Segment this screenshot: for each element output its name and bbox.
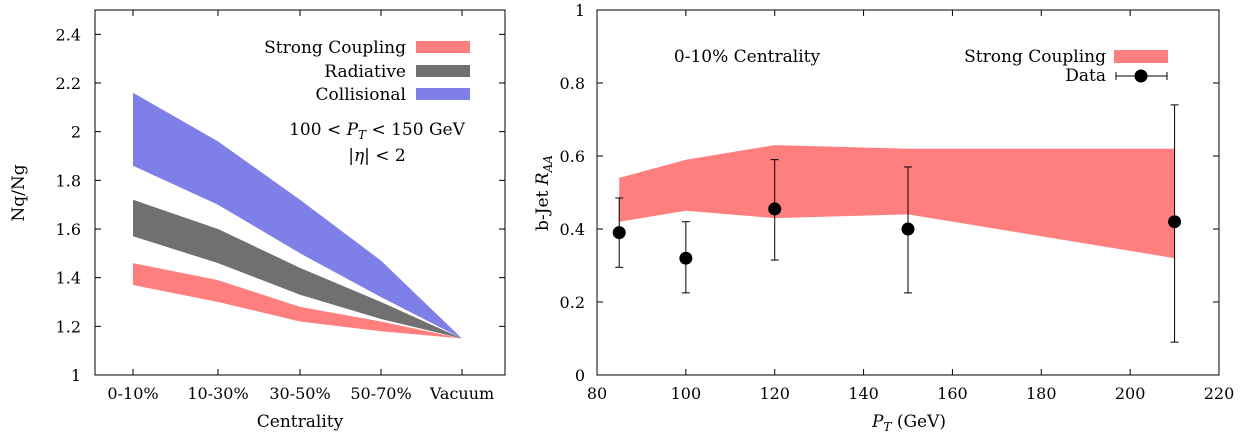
right-centrality-annotation: 0-10% Centrality (674, 47, 821, 67)
right-legend-label: Data (1065, 66, 1106, 86)
left-chart: 1 1.2 1.4 1.6 1.8 2 2.2 2.4 0-10% 10-30% 30-50% 50… (9, 9, 506, 432)
right-y-axis-label: b-Jet RAA (533, 155, 555, 231)
right-x-ticks: 80 100 120 140 160 180 200 220 (587, 10, 1234, 403)
right-y-tick-label: 0.2 (560, 293, 585, 312)
left-x-axis-label: Centrality (257, 412, 344, 432)
right-band-strong-coupling (619, 145, 1175, 259)
right-x-tick-label: 140 (848, 384, 879, 403)
left-x-ticks: 0-10% 10-30% 30-50% 50-70% Vacuum (107, 10, 494, 403)
right-data-point (679, 251, 693, 265)
left-legend-swatch (416, 41, 470, 53)
right-x-tick-label: 80 (587, 384, 607, 403)
left-y-tick-label: 1 (71, 366, 81, 385)
left-eta-annotation: |η| < 2 (348, 146, 406, 166)
left-legend-swatch (416, 88, 470, 100)
right-y-tick-label: 0 (575, 366, 585, 385)
right-data-point (768, 202, 782, 216)
left-x-tick-label: 50-70% (350, 384, 411, 403)
right-legend-marker (1134, 69, 1148, 83)
left-legend-label: Radiative (324, 62, 406, 82)
left-legend-swatch (416, 65, 470, 77)
left-band-radiative (133, 199, 462, 339)
right-x-tick-label: 220 (1204, 384, 1235, 403)
left-y-tick-label: 2 (71, 123, 81, 142)
right-y-tick-label: 1 (575, 1, 585, 20)
right-y-tick-label: 0.8 (560, 74, 585, 93)
left-x-tick-label: Vacuum (429, 384, 494, 403)
right-legend-swatch (1114, 50, 1168, 63)
left-y-tick-label: 2.4 (56, 25, 81, 44)
right-y-tick-label: 0.6 (560, 147, 585, 166)
right-band (619, 145, 1175, 259)
right-plot-frame (596, 9, 1220, 376)
left-band-collisional (133, 92, 462, 339)
left-x-tick-label: 10-30% (187, 384, 248, 403)
right-y-ticks: 0 0.2 0.4 0.6 0.8 1 (560, 1, 1219, 385)
left-y-tick-label: 1.6 (56, 220, 81, 239)
left-y-axis-label: Nq/Ng (9, 164, 29, 221)
right-x-tick-label: 200 (1115, 384, 1146, 403)
left-legend-label: Collisional (316, 85, 406, 105)
left-legend-label: Strong Coupling (264, 38, 406, 58)
right-x-axis-label: PT (GeV) (871, 412, 946, 434)
right-x-tick-label: 100 (671, 384, 702, 403)
right-data-point (612, 226, 626, 240)
right-legend-label: Strong Coupling (964, 47, 1106, 67)
right-x-tick-label: 120 (759, 384, 790, 403)
left-x-tick-label: 30-50% (269, 384, 330, 403)
right-x-tick-label: 160 (937, 384, 968, 403)
right-data-point (1168, 215, 1182, 229)
left-y-tick-label: 1.8 (56, 171, 81, 190)
left-bands (133, 92, 462, 339)
right-y-tick-label: 0.4 (560, 220, 585, 239)
left-y-tick-label: 1.2 (56, 317, 81, 336)
right-data-points (612, 104, 1182, 343)
right-data-point (901, 222, 915, 236)
left-x-tick-label: 0-10% (107, 384, 158, 403)
left-y-ticks: 1 1.2 1.4 1.6 1.8 2 2.2 2.4 (56, 25, 505, 385)
left-y-tick-label: 1.4 (56, 269, 81, 288)
right-chart: 0 0.2 0.4 0.6 0.8 1 80 100 120 140 160 180 200 220 b… (533, 1, 1234, 434)
right-x-tick-label: 180 (1026, 384, 1057, 403)
left-legend: Strong Coupling Radiative Collisional (264, 38, 470, 105)
left-y-tick-label: 2.2 (56, 74, 81, 93)
left-band-strong-coupling (133, 263, 462, 339)
left-pt-range-annotation: 100 < PT < 150 GeV (289, 120, 466, 142)
